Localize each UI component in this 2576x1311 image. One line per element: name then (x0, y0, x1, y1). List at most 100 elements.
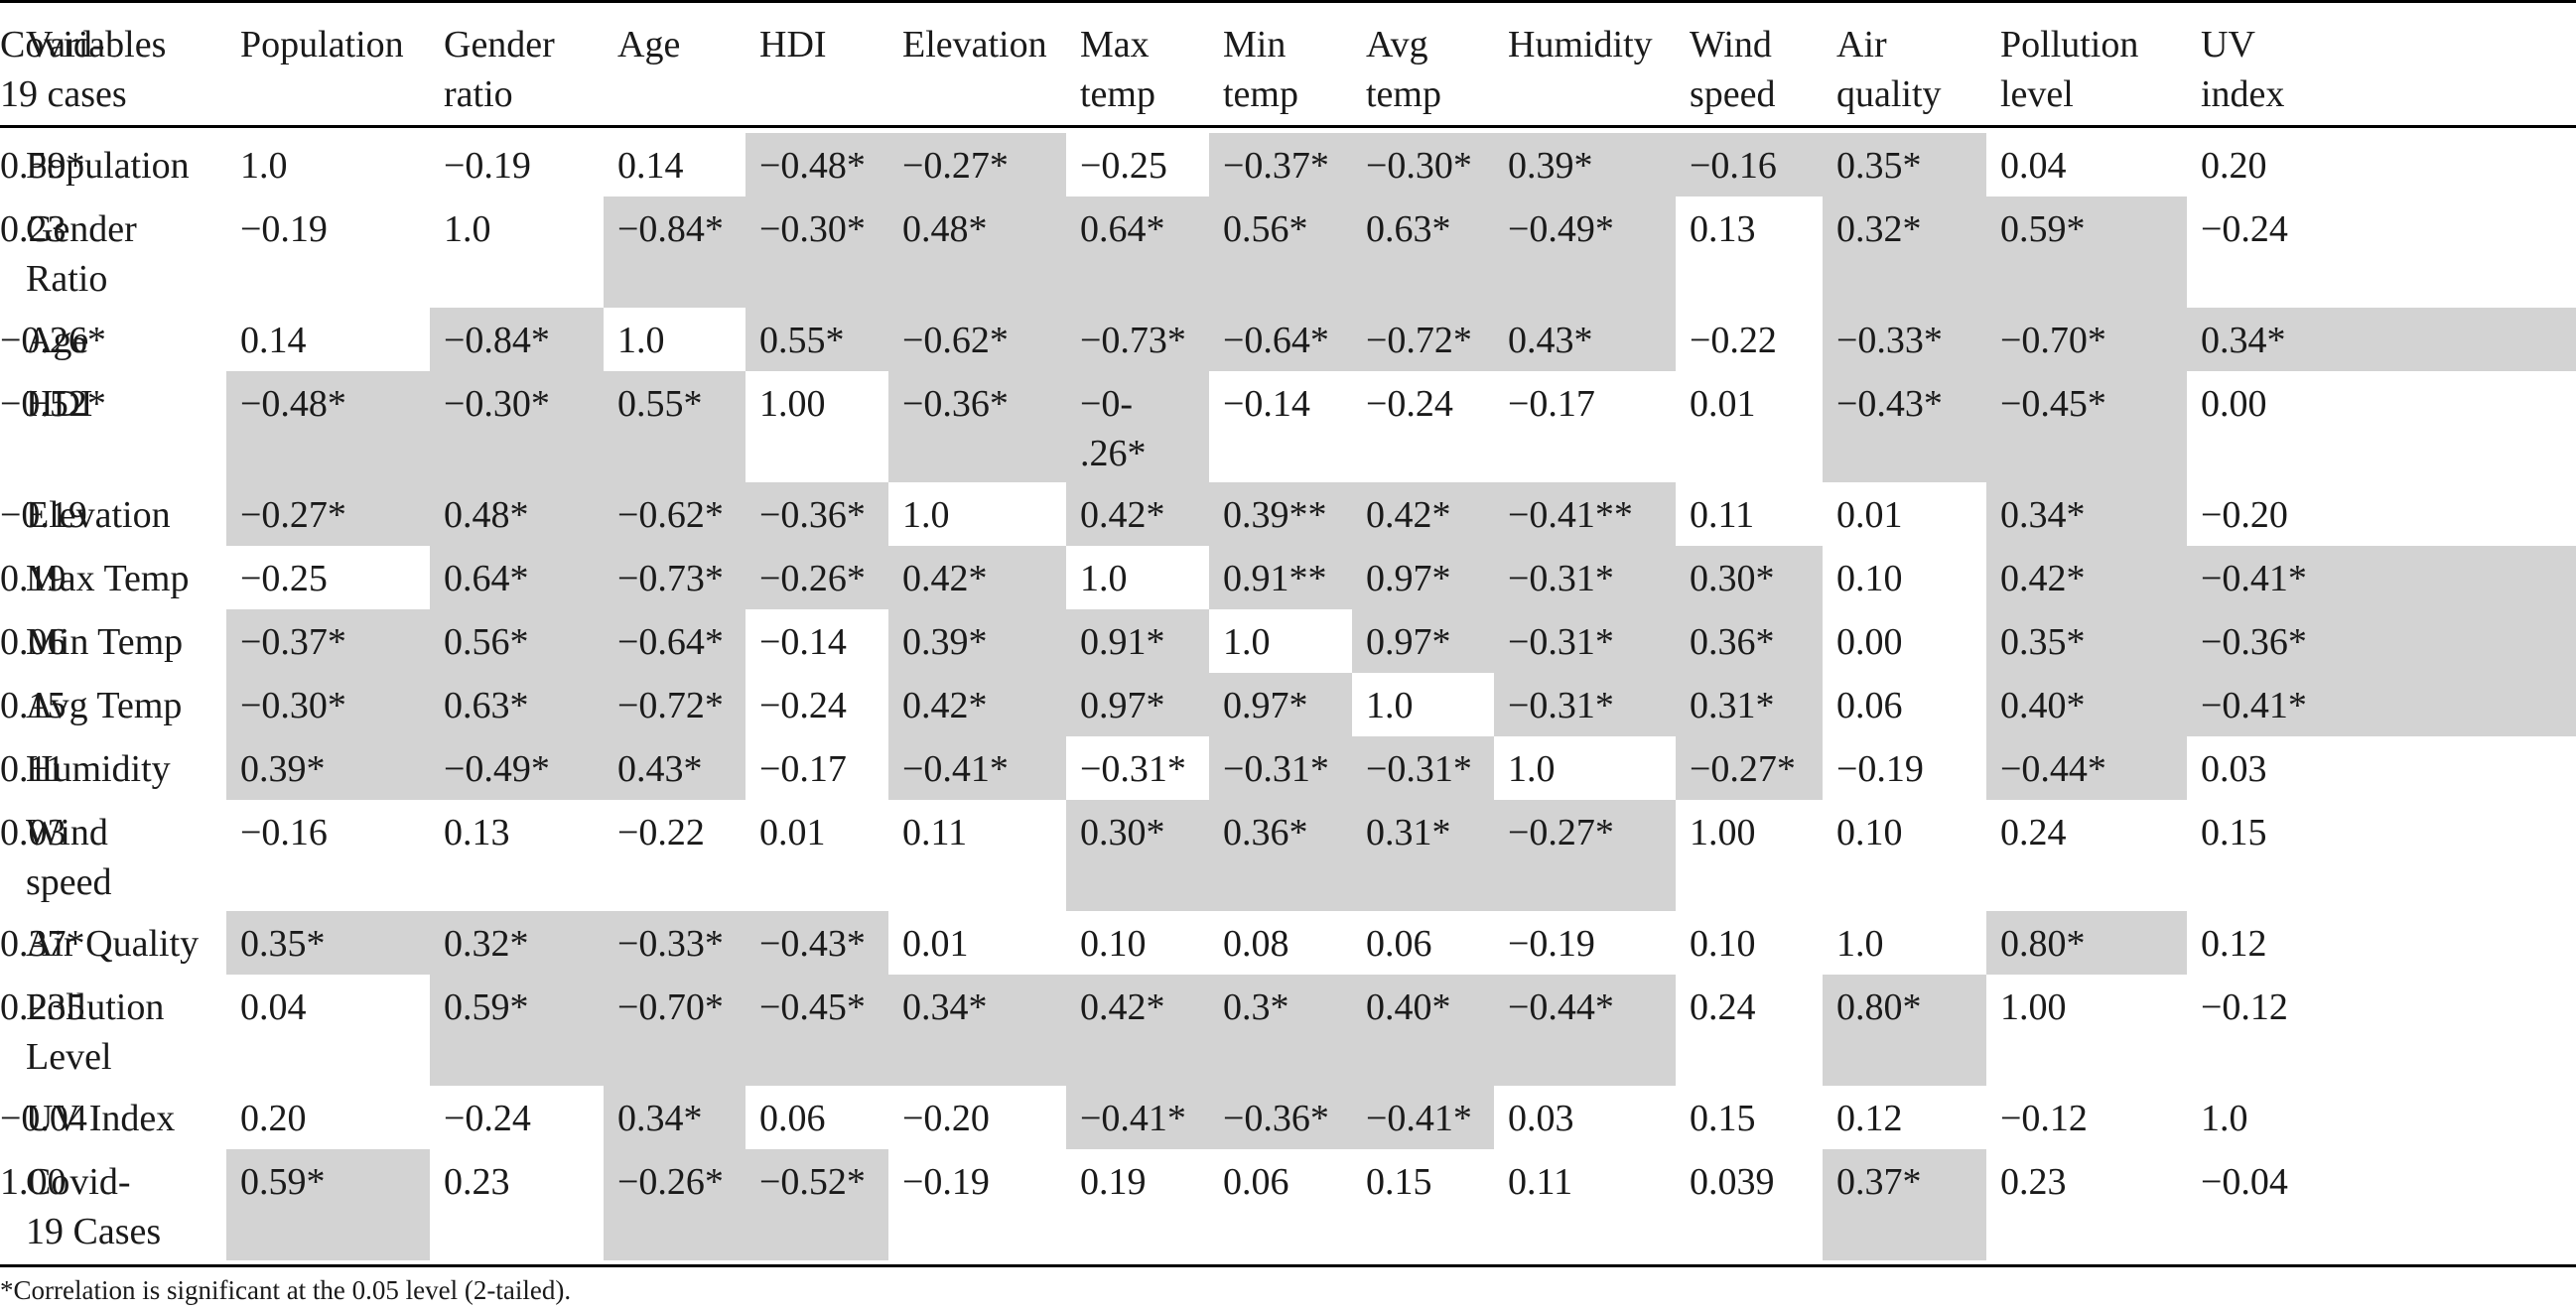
table-cell: 0.24 (1690, 986, 1756, 1028)
table-cell: 0.42* (2000, 558, 2086, 599)
table-cell: −0.24 (1366, 383, 1453, 425)
significance-shade (226, 673, 430, 736)
table-cell: −0.44* (2000, 748, 2106, 790)
significance-shade (1986, 911, 2187, 975)
table-cell: 0.59* (444, 986, 529, 1028)
table-cell: 1.00 (2000, 986, 2067, 1028)
table-cell: 0.3* (1223, 986, 1289, 1028)
table-cell: −0.62* (902, 320, 1009, 361)
table-cell: −0.52* (0, 383, 106, 425)
table-cell: 0.15 (2201, 812, 2267, 853)
significance-shade (1676, 736, 1823, 800)
table-cell: −0.25 (240, 558, 328, 599)
table-cell: 0.42* (902, 558, 988, 599)
table-cell: −0.25 (1080, 145, 1167, 187)
table-cell: −0.43* (1836, 383, 1943, 425)
significance-shade (1066, 673, 1209, 736)
significance-shade (1209, 1086, 1352, 1149)
significance-shade (226, 371, 430, 482)
table-cell: −0.30* (240, 685, 346, 726)
table-cell: 0.12 (2201, 923, 2267, 965)
table-cell: 0.15 (1366, 1161, 1432, 1203)
significance-shade (604, 911, 746, 975)
table-cell: 0.63* (444, 685, 529, 726)
table-cell: −0.36* (2201, 621, 2307, 663)
row-label: Air Quality (26, 923, 200, 965)
significance-shade (1676, 673, 1823, 736)
row-label: Covid- 19 Cases (26, 1161, 162, 1252)
significance-shade (604, 975, 746, 1086)
table-cell: −0.45* (759, 986, 866, 1028)
column-header: Elevation (902, 24, 1047, 66)
table-cell: 0.06 (0, 621, 67, 663)
table-cell: −0.36* (759, 494, 866, 536)
significance-shade (1352, 609, 1494, 673)
table-cell: −0.73* (617, 558, 724, 599)
table-cell: 0.04 (2000, 145, 2067, 187)
table-cell: −0.84* (617, 208, 724, 250)
significance-shade (1352, 133, 1494, 197)
significance-shade (1494, 133, 1676, 197)
table-cell: 0.36* (1223, 812, 1308, 853)
table-cell: 0.43* (617, 748, 703, 790)
significance-shade (604, 546, 746, 609)
table-cell: 0.08 (1223, 923, 1289, 965)
table-rule (0, 125, 2576, 128)
table-cell: 1.0 (1366, 685, 1414, 726)
table-cell: 0.35* (1836, 145, 1922, 187)
significance-shade (1494, 197, 1676, 308)
table-cell: −0.19 (902, 1161, 990, 1203)
significance-shade (1494, 308, 1676, 371)
table-cell: 0.91* (1080, 621, 1165, 663)
significance-shade (604, 371, 746, 482)
significance-shade (1676, 609, 1823, 673)
table-cell: −0.22 (1690, 320, 1777, 361)
table-cell: 0.03 (1508, 1098, 1574, 1139)
significance-shade (430, 975, 604, 1086)
table-cell: −0.14 (1223, 383, 1310, 425)
significance-shade (604, 609, 746, 673)
table-cell: 0.42* (1080, 986, 1165, 1028)
significance-shade (1066, 1086, 1209, 1149)
table-cell: −0.33* (1836, 320, 1943, 361)
significance-shade (888, 736, 1066, 800)
table-cell: 0.37* (0, 923, 85, 965)
column-header: Covid- 19 cases (0, 24, 127, 115)
table-cell: 0.34* (2000, 494, 2086, 536)
table-cell: 0.11 (0, 748, 66, 790)
table-cell: 0.36* (1690, 621, 1775, 663)
table-cell: 0.80* (2000, 923, 2086, 965)
significance-shade (1986, 482, 2187, 546)
table-cell: −0.36* (1223, 1098, 1329, 1139)
table-cell: 0.56* (444, 621, 529, 663)
significance-shade (1494, 673, 1676, 736)
significance-shade (226, 482, 430, 546)
table-cell: 1.0 (444, 208, 491, 250)
table-cell: 0.19 (1080, 1161, 1147, 1203)
table-cell: −0.37* (240, 621, 346, 663)
table-cell: −0.22 (617, 812, 705, 853)
table-cell: −0.48* (240, 383, 346, 425)
significance-shade (888, 975, 1066, 1086)
significance-shade (226, 911, 430, 975)
table-cell: 0.01 (1690, 383, 1756, 425)
table-cell: 0.00 (2201, 383, 2267, 425)
table-cell: −0.41* (1080, 1098, 1186, 1139)
table-cell: −0.17 (759, 748, 847, 790)
table-cell: 0.30* (1080, 812, 1165, 853)
table-cell: 0.39* (240, 748, 326, 790)
significance-shade (2187, 308, 2576, 371)
table-cell: −0.04 (2201, 1161, 2288, 1203)
significance-shade (1494, 800, 1676, 911)
table-cell: −0.19 (240, 208, 328, 250)
table-cell: −0.41* (1366, 1098, 1472, 1139)
significance-shade (1066, 482, 1209, 546)
significance-shade (1986, 197, 2187, 308)
significance-shade (1352, 308, 1494, 371)
table-cell: 0.59* (2000, 208, 2086, 250)
table-cell: 0.15 (0, 685, 67, 726)
table-cell: 0.10 (1690, 923, 1756, 965)
table-cell: −0.12 (2201, 986, 2288, 1028)
significance-shade (746, 975, 888, 1086)
significance-shade (1209, 308, 1352, 371)
